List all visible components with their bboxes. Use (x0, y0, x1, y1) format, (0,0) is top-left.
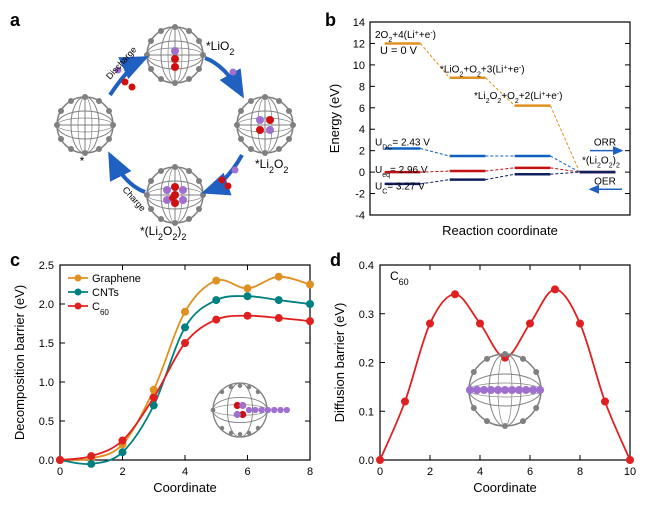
svg-text:0: 0 (57, 466, 63, 478)
svg-text:6: 6 (359, 103, 365, 115)
svg-text:10: 10 (353, 60, 365, 72)
svg-text:2.5: 2.5 (39, 260, 54, 272)
svg-text:8: 8 (307, 466, 313, 478)
svg-text:Coordinate: Coordinate (473, 480, 537, 495)
svg-text:10: 10 (624, 466, 636, 478)
svg-text:0.5: 0.5 (39, 416, 54, 428)
svg-text:Reaction coordinate: Reaction coordinate (442, 223, 558, 238)
svg-text:2O2+4(Li++e-): 2O2+4(Li++e-) (375, 30, 436, 44)
svg-text:C60: C60 (92, 301, 109, 317)
svg-text:Ueq= 2.96 V: Ueq= 2.96 V (375, 165, 428, 179)
svg-text:U = 0 V: U = 0 V (380, 45, 418, 57)
discharge-label: Discharge (104, 45, 139, 82)
svg-text:*(Li2O2)2: *(Li2O2)2 (140, 224, 186, 242)
svg-text:-4: -4 (355, 210, 365, 222)
svg-text:OER: OER (594, 176, 616, 187)
panel-c-label: c (10, 250, 20, 271)
panel-b-label: b (325, 10, 336, 31)
svg-text:8: 8 (577, 466, 583, 478)
svg-text:2: 2 (359, 146, 365, 158)
panel-b-chart: -4 -2 0 2 4 6 8 10 12 14 Energy (eV) Reaction coord… (325, 10, 640, 240)
svg-text:Graphene: Graphene (92, 273, 141, 285)
svg-text:*LiO2: *LiO2 (206, 39, 234, 57)
svg-text:*(Li2O2)2: *(Li2O2)2 (582, 156, 620, 170)
svg-text:14: 14 (353, 17, 365, 29)
panel-a-label: a (10, 10, 20, 31)
svg-text:*: * (80, 154, 85, 168)
svg-text:0.2: 0.2 (359, 358, 374, 370)
svg-text:2: 2 (119, 466, 125, 478)
svg-text:0.3: 0.3 (359, 309, 374, 321)
panel-c-chart: 0 2 4 6 8 0.0 0.5 1.0 1.5 2.0 2.5 Decomposition bar… (10, 250, 320, 505)
svg-text:*Li2O2: *Li2O2 (255, 157, 288, 175)
svg-text:*LiO2+O2+3(Li++e-): *LiO2+O2+3(Li++e-) (440, 64, 525, 78)
svg-text:12: 12 (353, 38, 365, 50)
panel-d-chart: 0 2 4 6 8 10 0.0 0.1 0.2 0.3 0.4 Diffusion barrier … (330, 250, 640, 505)
svg-text:1.5: 1.5 (39, 338, 54, 350)
svg-text:*Li2O2+O2+2(Li++e-): *Li2O2+O2+2(Li++e-) (474, 91, 563, 105)
svg-text:0: 0 (359, 167, 365, 179)
svg-text:0.4: 0.4 (359, 260, 374, 272)
svg-text:-2: -2 (355, 189, 365, 201)
svg-text:0.1: 0.1 (359, 406, 374, 418)
svg-text:6: 6 (527, 466, 533, 478)
svg-text:8: 8 (359, 81, 365, 93)
svg-text:6: 6 (244, 466, 250, 478)
svg-text:0.0: 0.0 (359, 455, 374, 467)
svg-text:ORR: ORR (594, 138, 616, 149)
svg-text:C60: C60 (390, 269, 409, 287)
svg-text:Decomposition barrier (eV): Decomposition barrier (eV) (12, 285, 27, 440)
svg-text:2: 2 (427, 466, 433, 478)
svg-text:4: 4 (477, 466, 483, 478)
svg-text:Energy (eV): Energy (eV) (327, 84, 342, 153)
svg-text:2.0: 2.0 (39, 299, 54, 311)
svg-text:CNTs: CNTs (92, 287, 119, 299)
svg-text:4: 4 (182, 466, 188, 478)
charge-label: Charge (121, 185, 148, 214)
svg-text:Coordinate: Coordinate (153, 480, 217, 495)
panel-d-label: d (330, 250, 341, 271)
svg-text:0.0: 0.0 (39, 455, 54, 467)
svg-text:4: 4 (359, 124, 365, 136)
svg-text:UC= 3.27 V: UC= 3.27 V (375, 181, 425, 195)
panel-a-diagram: Discharge Charge * *LiO2 *Li2O2 *(Li2O2)… (10, 10, 315, 240)
svg-text:0: 0 (377, 466, 383, 478)
svg-text:1.0: 1.0 (39, 377, 54, 389)
svg-text:Diffusion barrier (eV): Diffusion barrier (eV) (332, 303, 347, 423)
